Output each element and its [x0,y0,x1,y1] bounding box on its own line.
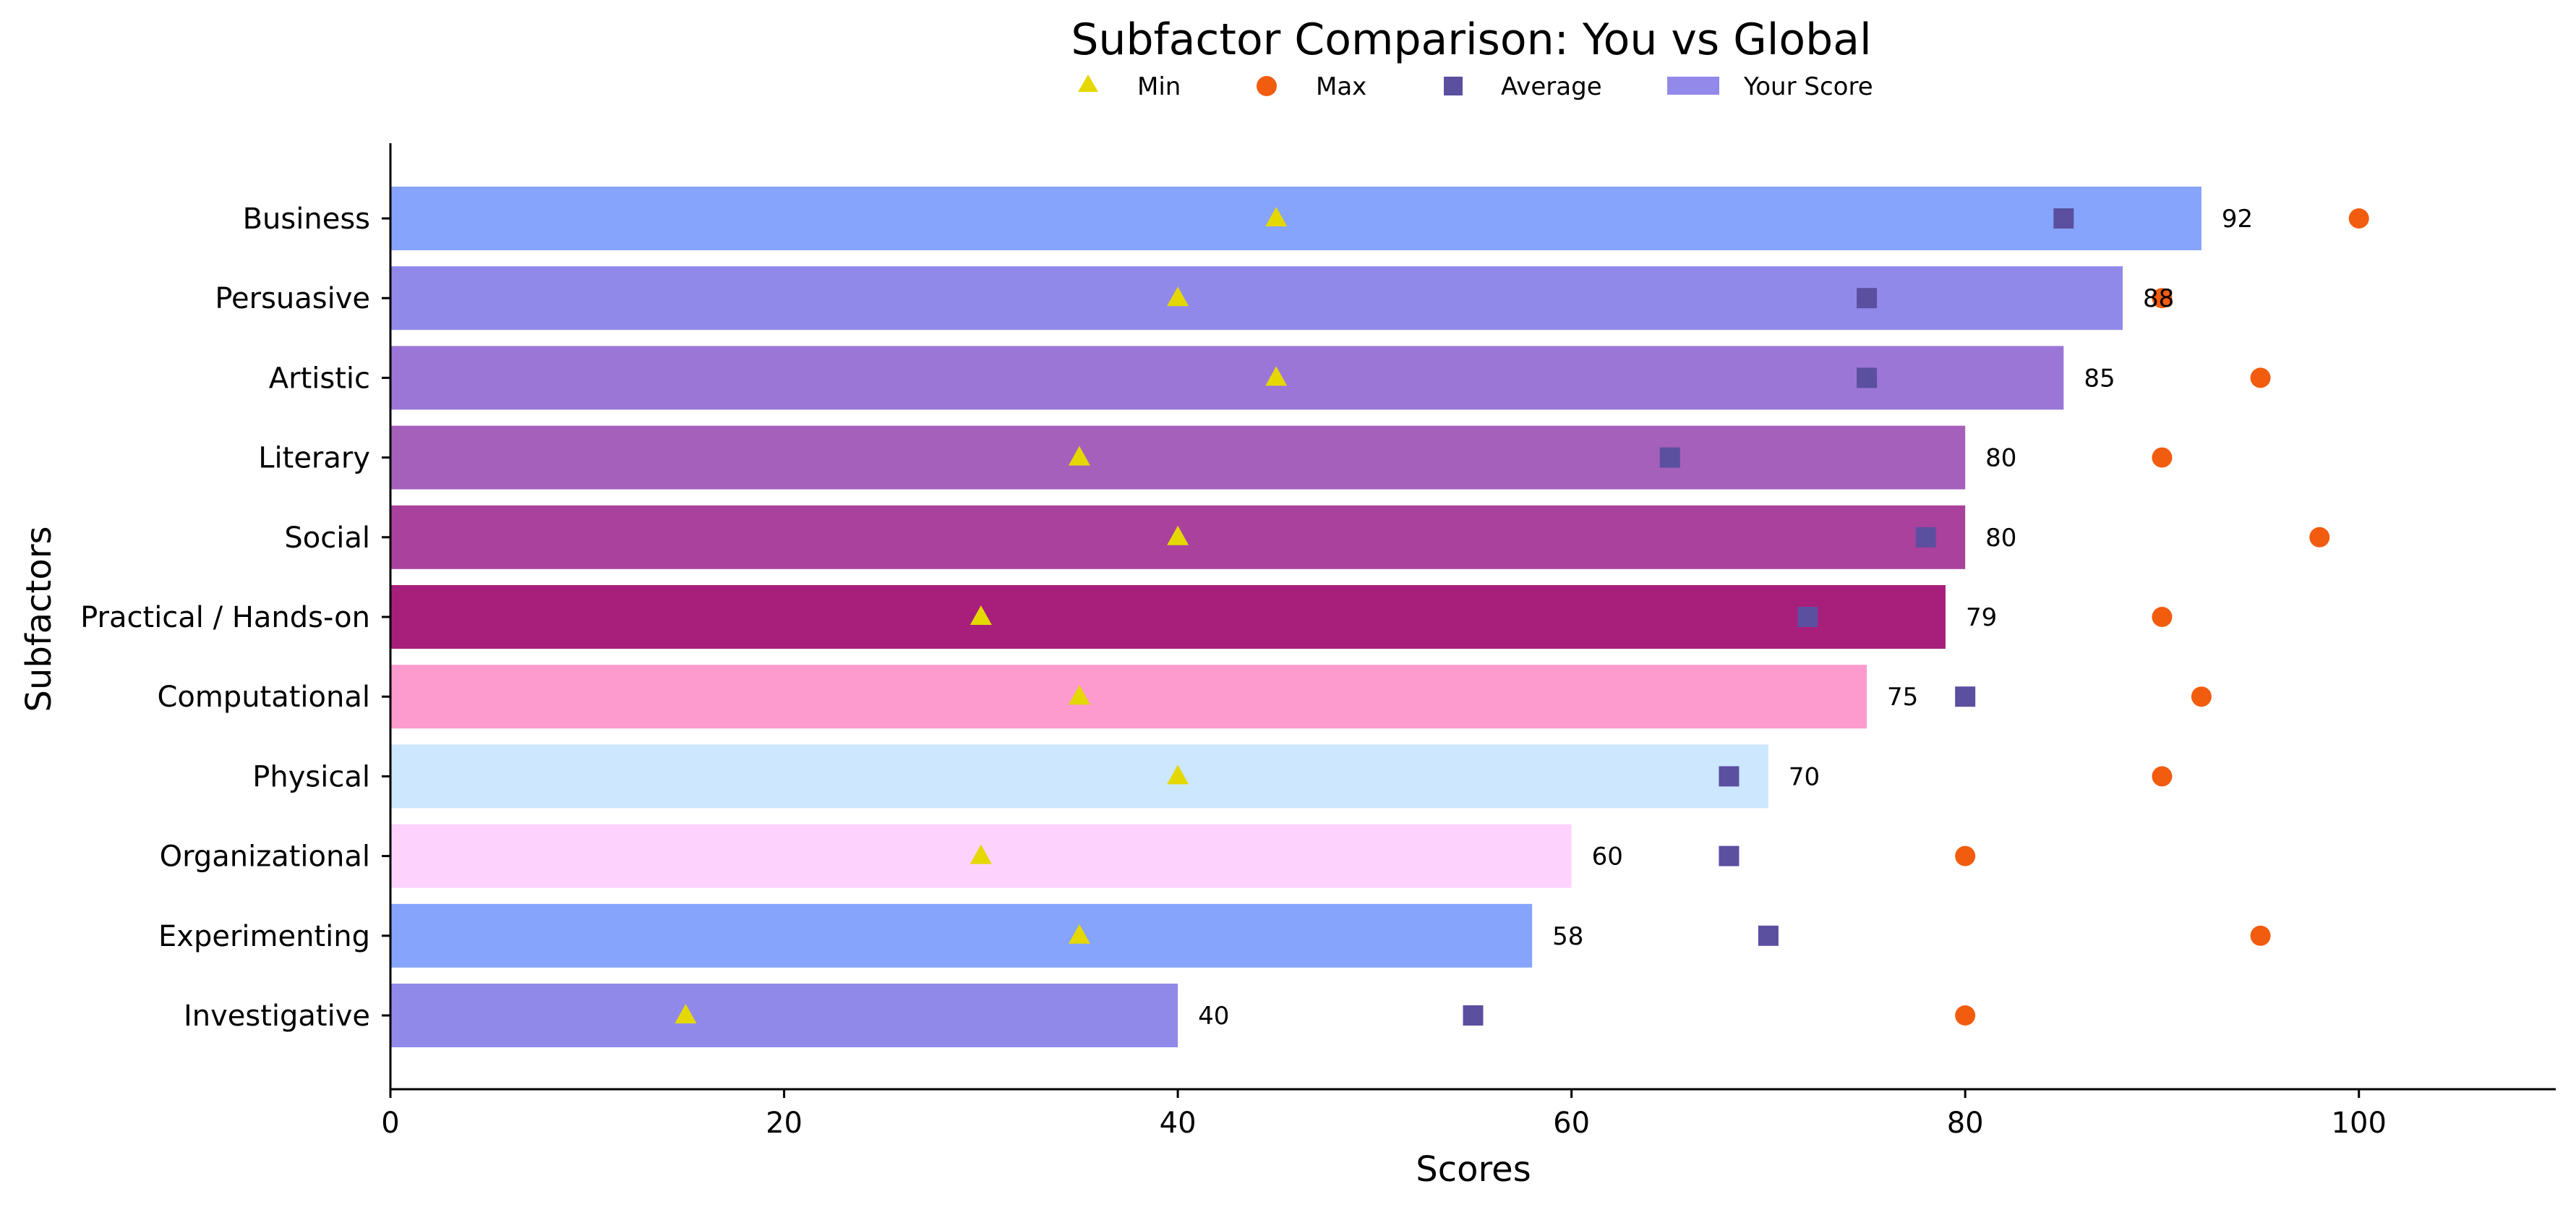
value-label-experimenting: 58 [1552,922,1583,951]
legend-max-marker [1257,76,1277,96]
bar-persuasive [390,266,2123,331]
bar-business [390,187,2201,250]
max-marker-artistic [2250,367,2271,388]
bar-physical [390,744,1768,809]
average-marker-investigative [1463,1005,1484,1026]
plot-bars [390,187,2201,1047]
y-tick-label-artistic: Artistic [269,362,370,395]
x-tick-label-0: 0 [381,1107,399,1140]
max-marker-experimenting [2250,925,2271,946]
max-marker-organizational [1955,845,1976,866]
max-marker-investigative [1955,1005,1976,1026]
value-label-organizational: 60 [1592,843,1623,872]
value-label-practical-hands-on: 79 [1966,603,1997,632]
legend-max-label: Max [1316,72,1366,101]
y-tick-label-experimenting: Experimenting [158,920,370,953]
max-marker-physical [2152,766,2173,787]
value-label-social: 80 [1985,524,2016,553]
y-tick-label-persuasive: Persuasive [215,282,370,315]
legend-min-label: Min [1137,72,1181,101]
max-marker-social [2309,527,2330,548]
bar-experimenting [390,903,1533,968]
chart-title: Subfactor Comparison: You vs Global [1071,14,1871,65]
min-marker-physical [1167,764,1189,785]
value-label-physical: 70 [1789,762,1820,791]
min-marker-practical-hands-on [970,605,992,625]
average-marker-business [2053,208,2074,229]
value-label-persuasive: 88 [2143,284,2174,313]
plot-markers [675,207,2369,1026]
max-marker-business [2348,208,2369,229]
max-marker-persuasive [2152,288,2173,309]
average-marker-literary [1659,447,1680,468]
legend-average-label: Average [1501,72,1602,101]
x-tick-label-80: 80 [1947,1107,1984,1140]
y-tick-label-business: Business [243,203,370,236]
bar-computational [390,665,1867,729]
min-marker-social [1167,525,1189,545]
bar-investigative [390,984,1178,1047]
y-tick-label-investigative: Investigative [184,1000,370,1033]
min-marker-artistic [1265,366,1288,386]
y-tick-label-computational: Computational [157,681,370,714]
x-tick-label-40: 40 [1160,1107,1197,1140]
legend-average-marker [1444,77,1463,95]
min-marker-persuasive [1167,286,1189,307]
x-tick-label-100: 100 [2332,1107,2387,1140]
bar-practical-hands-on [390,585,1946,649]
average-marker-computational [1955,686,1976,707]
average-marker-social [1915,527,1936,548]
min-marker-literary [1068,446,1090,466]
value-label-business: 92 [2222,205,2253,234]
value-label-investigative: 40 [1198,1002,1229,1031]
y-axis-label: Subfactors [19,527,59,712]
x-axis-label: Scores [1416,1149,1531,1190]
x-tick-label-60: 60 [1553,1107,1590,1140]
min-marker-experimenting [1068,924,1090,944]
y-tick-label-practical-hands-on: Practical / Hands-on [80,601,370,634]
max-marker-computational [2191,686,2212,707]
average-marker-persuasive [1857,288,1878,309]
bar-artistic [390,346,2064,410]
plot-x-ticks: 0 20 40 60 80 100 [381,1089,2387,1140]
y-tick-label-social: Social [284,521,370,555]
y-tick-label-literary: Literary [258,442,370,475]
x-tick-label-20: 20 [766,1107,803,1140]
y-tick-label-organizational: Organizational [160,840,370,874]
bar-literary [390,425,1966,490]
average-marker-physical [1719,766,1740,787]
legend-your-score-marker [1667,77,1719,95]
min-marker-organizational [970,844,992,864]
max-marker-practical-hands-on [2152,607,2173,627]
value-label-artistic: 85 [2084,364,2115,393]
min-marker-business [1265,207,1288,226]
y-tick-label-physical: Physical [252,760,370,793]
average-marker-organizational [1719,845,1740,866]
min-marker-computational [1068,685,1090,705]
legend-min-marker [1078,74,1098,92]
average-marker-practical-hands-on [1797,607,1818,627]
max-marker-literary [2152,447,2173,468]
plot-y-ticks: Business Persuasive Artistic Literary Social… [80,203,390,1033]
legend-your-score-label: Your Score [1743,72,1873,101]
average-marker-experimenting [1758,925,1779,946]
min-marker-investigative [675,1004,697,1023]
plot-value-labels: 92 88 85 80 80 79 75 70 60 58 40 [1198,205,2253,1031]
value-label-computational: 75 [1887,683,1918,712]
average-marker-artistic [1857,367,1878,388]
legend: Min Max Average Your Score [1078,72,1873,101]
value-label-literary: 80 [1985,444,2016,473]
